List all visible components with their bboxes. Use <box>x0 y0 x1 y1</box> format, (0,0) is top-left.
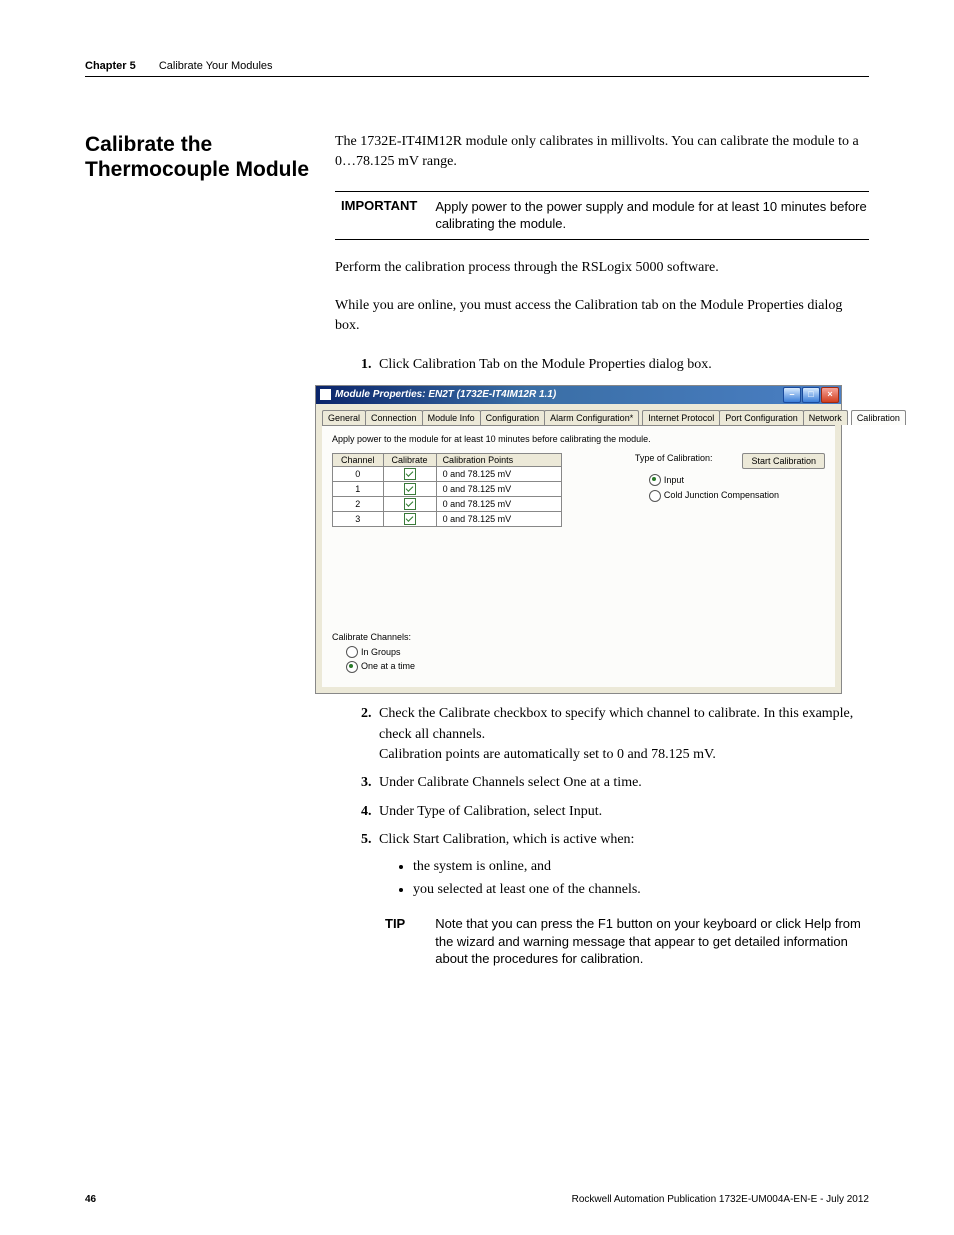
tab-port-configuration[interactable]: Port Configuration <box>719 410 804 425</box>
table-row: 2 0 and 78.125 mV <box>333 496 562 511</box>
col-calibration-points: Calibration Points <box>436 453 561 466</box>
dialog-title: Module Properties: EN2T (1732E-IT4IM12R … <box>335 389 556 400</box>
step-4: Under Type of Calibration, select Input. <box>375 802 869 822</box>
dialog-titlebar: Module Properties: EN2T (1732E-IT4IM12R … <box>316 386 841 404</box>
table-row: 0 0 and 78.125 mV <box>333 466 562 481</box>
step-5: Click Start Calibration, which is active… <box>375 830 869 968</box>
section-title: Calibrate the Thermocouple Module <box>85 132 315 182</box>
col-channel: Channel <box>333 453 384 466</box>
col-calibrate: Calibrate <box>383 453 436 466</box>
calibrate-checkbox-0[interactable] <box>404 468 416 480</box>
tab-calibration[interactable]: Calibration <box>851 410 906 425</box>
calibrate-channels-label: Calibrate Channels: <box>332 632 825 642</box>
channel-table: Channel Calibrate Calibration Points 0 0… <box>332 453 562 527</box>
dialog-note: Apply power to the module for at least 1… <box>332 434 825 445</box>
step-list-continued: Check the Calibrate checkbox to specify … <box>335 704 869 967</box>
step-1: Click Calibration Tab on the Module Prop… <box>375 355 869 375</box>
chapter-header: Chapter 5 Calibrate Your Modules <box>85 60 869 76</box>
page-number: 46 <box>85 1194 96 1205</box>
calibrate-checkbox-2[interactable] <box>404 498 416 510</box>
publication-info: Rockwell Automation Publication 1732E-UM… <box>572 1194 869 1205</box>
chapter-number: Chapter 5 <box>85 60 136 72</box>
tip-callout: TIP Note that you can press the F1 butto… <box>379 915 869 968</box>
calibrate-channels-group: Calibrate Channels: In Groups One at a t… <box>332 632 825 674</box>
type-of-calibration-group: Type of Calibration: Start Calibration I… <box>635 453 825 504</box>
radio-input[interactable] <box>649 474 661 486</box>
paragraph-3: While you are online, you must access th… <box>335 296 869 337</box>
tab-general[interactable]: General <box>322 410 366 425</box>
start-calibration-button[interactable]: Start Calibration <box>742 453 825 469</box>
tab-module-info[interactable]: Module Info <box>422 410 481 425</box>
table-row: 1 0 and 78.125 mV <box>333 481 562 496</box>
dialog-body: Apply power to the module for at least 1… <box>322 425 835 688</box>
step-3: Under Calibrate Channels select One at a… <box>375 773 869 793</box>
maximize-button[interactable]: □ <box>802 387 820 403</box>
app-icon <box>320 389 331 400</box>
tip-label: TIP <box>379 915 405 968</box>
tab-alarm-configuration[interactable]: Alarm Configuration* <box>544 410 639 425</box>
minimize-button[interactable]: – <box>783 387 801 403</box>
tab-internet-protocol[interactable]: Internet Protocol <box>642 410 720 425</box>
important-label: IMPORTANT <box>335 198 417 233</box>
bullet-1: the system is online, and <box>413 856 869 878</box>
dialog-tabs: General Connection Module Info Configura… <box>316 404 841 425</box>
paragraph-2: Perform the calibration process through … <box>335 258 869 278</box>
step-list: Click Calibration Tab on the Module Prop… <box>335 355 869 375</box>
intro-paragraph: The 1732E-IT4IM12R module only calibrate… <box>335 132 869 173</box>
chapter-title: Calibrate Your Modules <box>159 60 273 72</box>
close-button[interactable]: × <box>821 387 839 403</box>
page-footer: 46 Rockwell Automation Publication 1732E… <box>85 1194 869 1205</box>
bullet-2: you selected at least one of the channel… <box>413 879 869 901</box>
tab-network[interactable]: Network <box>803 410 848 425</box>
tab-configuration[interactable]: Configuration <box>480 410 546 425</box>
step-2: Check the Calibrate checkbox to specify … <box>375 704 869 765</box>
type-label: Type of Calibration: <box>635 453 713 463</box>
radio-in-groups[interactable] <box>346 646 358 658</box>
tab-connection[interactable]: Connection <box>365 410 423 425</box>
calibrate-checkbox-1[interactable] <box>404 483 416 495</box>
module-properties-dialog: Module Properties: EN2T (1732E-IT4IM12R … <box>315 385 842 695</box>
important-text: Apply power to the power supply and modu… <box>435 198 869 233</box>
header-rule <box>85 76 869 77</box>
calibrate-checkbox-3[interactable] <box>404 513 416 525</box>
radio-one-at-a-time[interactable] <box>346 661 358 673</box>
table-row: 3 0 and 78.125 mV <box>333 511 562 526</box>
tip-text: Note that you can press the F1 button on… <box>435 915 869 968</box>
important-callout: IMPORTANT Apply power to the power suppl… <box>335 191 869 240</box>
radio-cold-junction[interactable] <box>649 490 661 502</box>
